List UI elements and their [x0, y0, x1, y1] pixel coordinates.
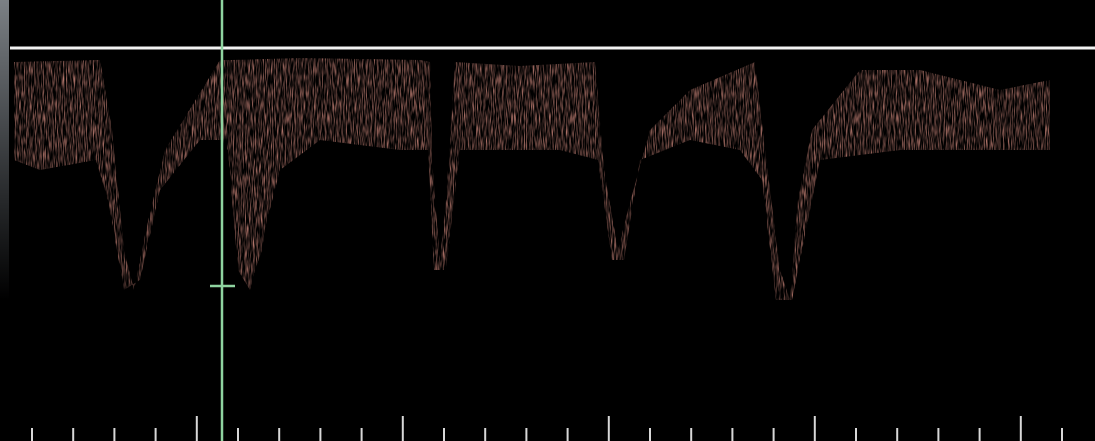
- doppler-display: [0, 0, 1095, 441]
- gray-scale-edge: [0, 0, 9, 300]
